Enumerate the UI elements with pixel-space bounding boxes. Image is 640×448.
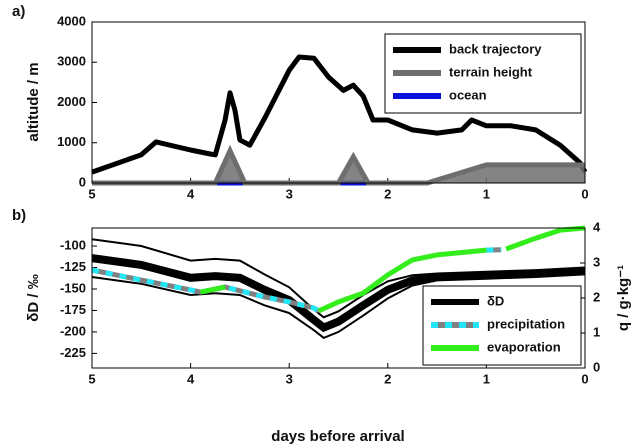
panel-label: a) bbox=[12, 3, 25, 20]
y2-tick-label: 0 bbox=[593, 359, 600, 374]
y2-tick-label: 3 bbox=[593, 254, 600, 269]
y2-tick-label: 1 bbox=[593, 324, 600, 339]
legend-label: back trajectory bbox=[449, 41, 542, 56]
legend-label: evaporation bbox=[487, 339, 561, 354]
x-tick-label: 5 bbox=[88, 186, 95, 201]
x-tick-label: 3 bbox=[286, 371, 293, 386]
y-tick-label: 3000 bbox=[57, 54, 86, 69]
y-tick-label: -150 bbox=[60, 280, 86, 295]
x-tick-label: 1 bbox=[483, 371, 490, 386]
x-tick-label: 2 bbox=[384, 186, 391, 201]
legend-label: δD bbox=[487, 293, 504, 308]
y-axis-label: altitude / m bbox=[25, 62, 42, 141]
y-tick-label: 0 bbox=[79, 174, 86, 189]
legend-label: ocean bbox=[449, 87, 487, 102]
legend-label: precipitation bbox=[487, 316, 565, 331]
y-tick-label: -125 bbox=[60, 259, 86, 274]
y2-tick-label: 4 bbox=[593, 219, 601, 234]
y-tick-label: -200 bbox=[60, 323, 86, 338]
y-tick-label: 1000 bbox=[57, 134, 86, 149]
plot-frame bbox=[91, 227, 586, 369]
y-tick-label: -175 bbox=[60, 302, 86, 317]
series-line bbox=[91, 247, 502, 314]
y-tick-label: -100 bbox=[60, 237, 86, 252]
y2-axis-label: q / g·kg⁻¹ bbox=[615, 265, 632, 331]
series-line bbox=[91, 54, 588, 175]
y-tick-label: 4000 bbox=[57, 13, 86, 28]
x-tick-label: 0 bbox=[581, 371, 588, 386]
terrain-line bbox=[92, 144, 585, 186]
y-tick-label: -225 bbox=[60, 345, 86, 360]
x-tick-label: 4 bbox=[187, 371, 195, 386]
x-tick-label: 2 bbox=[384, 371, 391, 386]
series-line bbox=[91, 254, 586, 333]
x-tick-label: 4 bbox=[187, 186, 195, 201]
x-tick-label: 0 bbox=[581, 186, 588, 201]
y2-tick-label: 2 bbox=[593, 289, 600, 304]
x-axis-label: days before arrival bbox=[271, 428, 404, 445]
x-tick-label: 1 bbox=[483, 186, 490, 201]
series-line bbox=[200, 225, 586, 314]
legend-label: terrain height bbox=[449, 64, 533, 79]
x-tick-label: 3 bbox=[286, 186, 293, 201]
panel-label: b) bbox=[12, 207, 26, 224]
y-axis-label: δD / ‰ bbox=[25, 274, 42, 321]
y-tick-label: 2000 bbox=[57, 94, 86, 109]
plot-frame bbox=[91, 21, 586, 184]
x-tick-label: 5 bbox=[88, 371, 95, 386]
